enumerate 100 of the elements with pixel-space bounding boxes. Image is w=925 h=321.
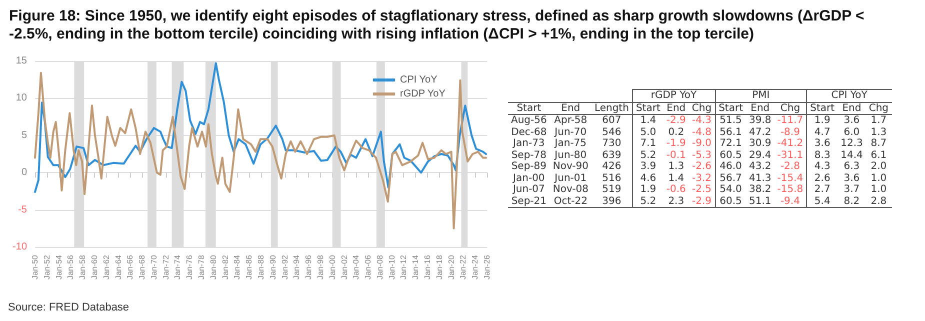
text: 54.0 xyxy=(720,184,742,195)
x-tick-label: Jan-68 xyxy=(138,254,147,280)
text: CPI YoY xyxy=(806,90,892,102)
x-tick-label: Jan-90 xyxy=(268,254,278,280)
text: -4.3 xyxy=(692,115,712,126)
text: -2.6 xyxy=(692,161,712,172)
category-label: Length xyxy=(591,102,632,114)
x-tick-label: Jan-66 xyxy=(126,254,135,280)
text: -4.8 xyxy=(692,126,712,138)
x-tick-label: Jan-76 xyxy=(185,254,194,280)
text: Jun-01 xyxy=(554,172,587,184)
x-tick-label: Jan-72 xyxy=(161,254,170,280)
text: 3.6 xyxy=(844,115,860,126)
text: -15.4 xyxy=(777,172,804,184)
text: 1.4 xyxy=(640,115,656,126)
text: 7.1 xyxy=(640,138,656,149)
x-tick-label: Jan-86 xyxy=(244,254,254,280)
text: 8.7 xyxy=(870,138,887,149)
y-tick-label: -5 xyxy=(18,204,28,216)
x-tick-label: Jan-14 xyxy=(411,254,420,280)
text: 6.1 xyxy=(870,150,887,160)
x-tick-label: Jan-02 xyxy=(340,254,349,280)
x-tick-label: Jan-52 xyxy=(42,254,52,280)
text: 5.2 xyxy=(640,150,656,160)
text: 29.4 xyxy=(749,150,772,160)
y-tick-label: 0 xyxy=(21,167,28,178)
x-tick-label: Jan-04 xyxy=(352,254,361,280)
text: Jan-75 xyxy=(554,138,587,149)
text: 14.4 xyxy=(840,150,863,160)
x-tick-label: Jan-18 xyxy=(434,254,444,280)
text: 51.5 xyxy=(720,115,742,126)
category-label: End xyxy=(550,102,592,114)
text: 56.7 xyxy=(720,172,742,184)
text: Dec-68 xyxy=(511,126,547,138)
text: 3.9 xyxy=(640,161,656,172)
text: Nov-08 xyxy=(552,184,588,195)
x-tick-label: Jan-82 xyxy=(220,254,230,280)
text: 39.8 xyxy=(749,115,772,126)
text: 6.3 xyxy=(844,161,860,172)
text: 60.5 xyxy=(720,196,742,206)
x-tick-label: Jan-80 xyxy=(208,254,218,280)
text: Jan-73 xyxy=(513,138,545,149)
x-tick-label: Jan-88 xyxy=(256,254,266,280)
text: Jun-07 xyxy=(512,184,545,195)
text: 6.0 xyxy=(844,126,860,138)
text: -9.0 xyxy=(692,138,712,149)
category-label: Start xyxy=(508,102,550,114)
text: 1.9 xyxy=(814,115,830,126)
x-tick-label: Jan-20 xyxy=(446,254,456,280)
text: 546 xyxy=(602,126,622,138)
text: -2.9 xyxy=(666,115,686,126)
text: 30.9 xyxy=(749,138,772,149)
text: 2.0 xyxy=(870,161,887,172)
text: 46.0 xyxy=(720,161,742,172)
text: Sep-78 xyxy=(511,150,547,160)
x-tick-label: Jan-74 xyxy=(173,254,182,280)
x-tick-label: Jan-98 xyxy=(316,254,325,280)
text: -15.8 xyxy=(777,184,804,195)
text: Jun-80 xyxy=(554,150,587,160)
x-tick-label: Jan-54 xyxy=(54,254,64,280)
text: 730 xyxy=(602,138,622,149)
y-tick-label: -10 xyxy=(12,242,28,252)
text: 426 xyxy=(602,161,622,172)
text: 41.3 xyxy=(749,172,772,184)
text: -2.5 xyxy=(692,184,712,195)
text: 43.2 xyxy=(749,161,772,172)
text: 0.2 xyxy=(668,126,684,138)
text: Aug-56 xyxy=(511,115,547,126)
text: 1.4 xyxy=(668,172,684,184)
x-tick-label: Jan-12 xyxy=(399,254,408,280)
text: rGDP YoY xyxy=(632,90,716,102)
x-tick-label: Jan-56 xyxy=(66,254,76,280)
x-tick-label: Jan-24 xyxy=(470,254,480,280)
text: Jun-70 xyxy=(554,126,587,138)
category-label: Chg xyxy=(688,102,716,114)
text: 519 xyxy=(602,184,622,195)
text: -3.2 xyxy=(692,172,712,184)
text: 2.7 xyxy=(814,184,830,195)
text: 1.3 xyxy=(668,161,684,172)
text: 3.6 xyxy=(844,172,860,184)
text: -11.7 xyxy=(777,115,804,126)
text: 2.6 xyxy=(814,172,830,184)
text: 1.0 xyxy=(870,184,887,195)
x-tick-label: Jan-84 xyxy=(232,254,242,280)
text: 2.3 xyxy=(668,196,684,206)
source-note: Source: FRED Database xyxy=(8,302,130,314)
category-label: End xyxy=(746,102,774,114)
text: 1.7 xyxy=(870,115,887,126)
text: -8.9 xyxy=(780,126,800,138)
x-tick-label: Jan-08 xyxy=(375,254,384,280)
legend-label: CPI YoY xyxy=(400,74,438,86)
text: 1.0 xyxy=(870,172,887,184)
text: 516 xyxy=(602,172,622,184)
y-tick-label: 10 xyxy=(16,92,28,104)
text: -9.4 xyxy=(780,196,800,206)
text: Apr-58 xyxy=(554,115,588,126)
line-series xyxy=(34,62,488,193)
text: 56.1 xyxy=(720,126,742,138)
line-series xyxy=(34,72,488,230)
y-tick-label: 15 xyxy=(16,56,28,66)
